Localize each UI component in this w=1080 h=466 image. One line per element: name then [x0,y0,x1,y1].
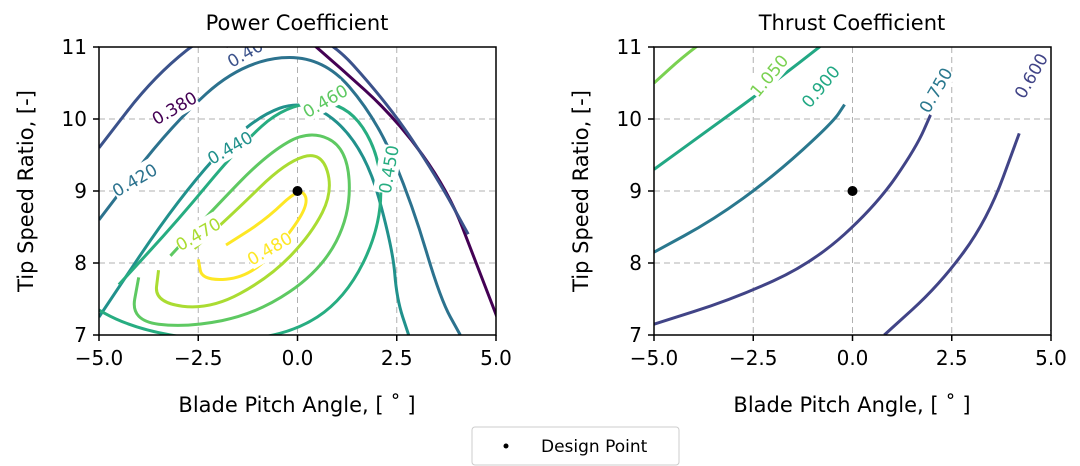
x-tick-label: −5.0 [630,346,679,370]
y-axis-label: Tip Speed Ratio, [-] [14,90,38,293]
x-tick-label: 5.0 [480,346,512,370]
contour-line-0.440 [99,103,411,335]
x-axis-label: Blade Pitch Angle, [ ˚ ] [733,393,970,417]
legend-label: Design Point [541,437,648,457]
x-axis-label: Blade Pitch Angle, [ ˚ ] [178,393,415,417]
x-tick-label: −2.5 [729,346,778,370]
contour-label-bg [242,226,296,270]
x-tick-label: 5.0 [1035,346,1067,370]
design-point-marker [292,186,303,196]
y-tick-label: 8 [74,251,87,275]
contour-line-0.380 [226,47,496,319]
contour-line-0.600 [883,132,1021,335]
contour-label-bg [744,49,793,101]
contour-label-bg [1008,49,1051,102]
x-tick-label: 2.5 [381,346,413,370]
y-tick-label: 9 [629,179,642,203]
y-tick-label: 7 [74,323,87,347]
contour-line-0.400 [99,47,470,235]
x-tick-label: −5.0 [75,346,124,370]
y-tick-label: 11 [617,35,642,59]
y-tick-label: 11 [62,35,87,59]
contour-line-0.600 [654,111,934,326]
contour-label-bg [372,143,403,195]
contour-lines [654,47,1051,335]
y-axis-label: Tip Speed Ratio, [-] [569,90,593,293]
contour-lines [99,47,496,335]
contour-line-0.480 [196,190,308,281]
contour-label-bg [298,78,352,122]
contour-line-0.600 [1049,329,1051,332]
contour-labels: 1.050 0.900 0.750 0.600 [744,49,1051,117]
y-tick-label: 9 [74,179,87,203]
x-tick-label: −2.5 [174,346,223,370]
legend-frame [471,426,680,466]
x-tick-label: 2.5 [936,346,968,370]
x-tick-label: 0.0 [837,346,869,370]
legend-marker [503,443,509,449]
contour-label-bg [171,211,225,255]
contour-line-0.420 [99,55,462,335]
ticks: −5.0 −2.5 0.0 2.5 5.0 7 8 9 10 11 [617,35,1067,370]
contour-line-0.470 [155,154,331,309]
contour-line-1.050 [654,47,699,85]
design-point-marker [847,186,858,196]
y-tick-label: 8 [629,251,642,275]
chart-title: Thrust Coefficient [758,11,946,35]
x-tick-label: 0.0 [282,346,314,370]
y-tick-label: 10 [617,107,642,131]
thrust-coefficient-panel: Thrust Coefficient 1.050 0.900 0.750 0.600 … [569,11,1067,417]
contour-label-bg [913,63,957,116]
contour-label-bg [203,125,256,169]
legend: Design Point [471,426,680,466]
contour-label-bg [147,85,201,129]
y-tick-label: 7 [629,323,642,347]
y-tick-label: 10 [62,107,87,131]
contour-line-0.750 [654,103,846,254]
contour-label-bg [223,47,276,72]
chart-title: Power Coefficient [206,11,389,35]
contour-label-bg [796,60,844,112]
contour-line-0.460 [132,133,351,327]
contour-label-bg [107,157,161,201]
ticks: −5.0 −2.5 0.0 2.5 5.0 7 8 9 10 11 [62,35,512,370]
